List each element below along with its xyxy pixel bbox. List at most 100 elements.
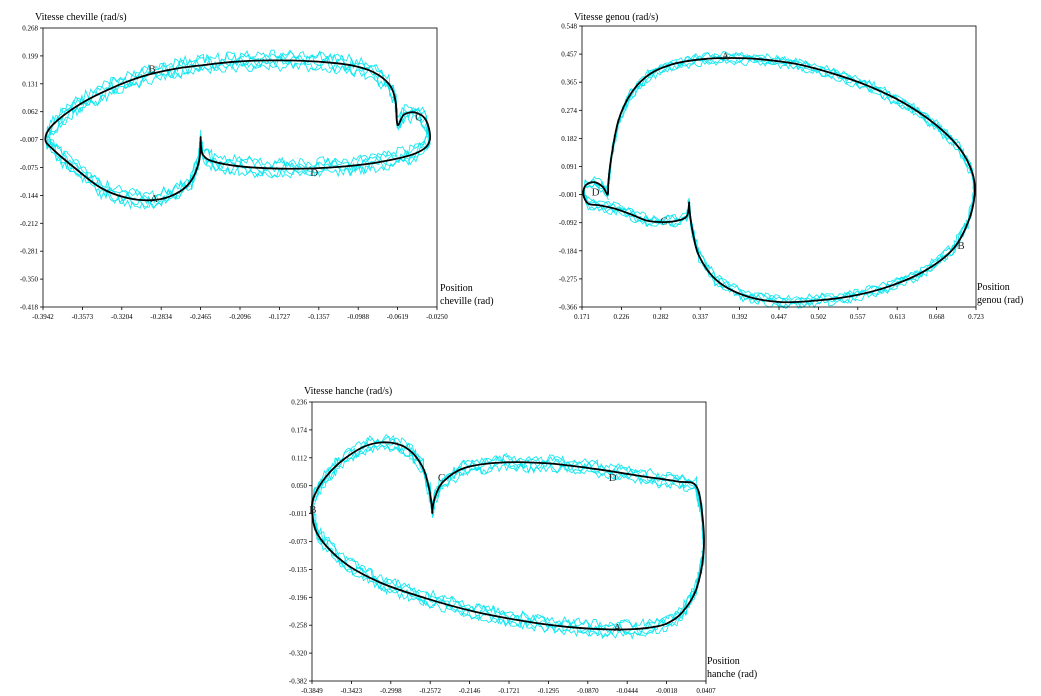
y-tick-label: 0.050 — [291, 482, 307, 490]
y-tick-label: -0.258 — [289, 622, 308, 630]
mean-curve — [310, 441, 705, 631]
phase-label-b: B — [309, 504, 316, 516]
y-axis-label: Vitesse genou (rad/s) — [574, 12, 658, 23]
phase-label-d: D — [310, 167, 318, 179]
y-tick-label: -0.366 — [559, 304, 578, 312]
x-tick-label: -0.3423 — [341, 687, 363, 695]
y-tick-label: 0.236 — [291, 399, 307, 407]
y-tick-label: -0.212 — [20, 220, 39, 228]
x-tick-label: -0.3204 — [111, 313, 133, 321]
x-tick-label: -0.3849 — [301, 687, 323, 695]
y-tick-label: -0.418 — [20, 304, 39, 312]
x-tick-label: -0.0619 — [387, 313, 409, 321]
y-tick-label: -0.144 — [20, 192, 39, 200]
phase-label-d: D — [609, 472, 617, 484]
trial-curve — [45, 51, 431, 210]
x-tick-label: -0.1357 — [308, 313, 330, 321]
x-axis-label-line2: hanche (rad) — [707, 669, 757, 680]
x-axis-label-line1: Position — [707, 656, 740, 667]
y-tick-label: -0.196 — [289, 594, 308, 602]
trial-curve — [583, 51, 976, 309]
x-tick-label: 0.723 — [968, 313, 984, 321]
x-tick-label: -0.2834 — [150, 313, 172, 321]
trial-curve — [45, 49, 431, 209]
x-tick-label: 0.557 — [850, 313, 866, 321]
x-tick-label: -0.3942 — [32, 313, 54, 321]
y-tick-label: -0.184 — [559, 247, 578, 255]
x-tick-label: 0.668 — [929, 313, 945, 321]
phase-label-a: A — [150, 193, 158, 205]
y-axis-label: Vitesse cheville (rad/s) — [35, 12, 127, 23]
trial-curve — [583, 50, 976, 309]
phase-label-b: B — [957, 240, 964, 252]
y-tick-label: 0.268 — [22, 25, 38, 33]
y-tick-label: 0.062 — [22, 108, 38, 116]
phase-label-a: A — [613, 622, 621, 634]
x-tick-label: -0.2998 — [380, 687, 402, 695]
phase-label-b: B — [148, 64, 155, 76]
x-axis-label-line2: genou (rad) — [977, 295, 1023, 306]
y-tick-label: 0.182 — [561, 135, 577, 143]
y-tick-label: -0.281 — [20, 248, 39, 256]
trial-curve — [310, 435, 705, 638]
x-tick-label: -0.0444 — [616, 687, 638, 695]
y-tick-label: -0.320 — [289, 650, 308, 658]
y-tick-label: 0.174 — [291, 426, 307, 434]
trial-curves — [581, 50, 976, 310]
x-axis-label-line1: Position — [440, 283, 473, 294]
y-tick-label: 0.112 — [292, 454, 308, 462]
x-tick-label: 0.282 — [653, 313, 669, 321]
x-tick-label: 0.502 — [811, 313, 827, 321]
y-tick-label: 0.457 — [561, 51, 577, 59]
y-tick-label: -0.275 — [559, 275, 578, 283]
x-tick-label: -0.2146 — [459, 687, 481, 695]
x-tick-label: -0.0018 — [656, 687, 678, 695]
trial-curve — [583, 52, 976, 309]
x-tick-label: -0.0870 — [577, 687, 599, 695]
y-tick-label: 0.091 — [561, 163, 577, 171]
y-tick-label: -0.075 — [20, 164, 39, 172]
chart-genou: 0.171 0.226 0.282 0.337 0.392 0.447 0.502 0.557… — [559, 12, 1023, 321]
y-tick-label: -0.073 — [289, 538, 308, 546]
chart-hanche: -0.3849 -0.3423 -0.2998 -0.2572 -0.2146 -0.17… — [289, 386, 757, 695]
x-tick-label: 0.171 — [574, 313, 590, 321]
trial-curve — [311, 437, 705, 640]
mean-curve — [582, 57, 976, 304]
y-tick-label: -0.011 — [289, 510, 307, 518]
y-tick-label: -0.350 — [20, 276, 39, 284]
y-tick-label: 0.548 — [561, 23, 577, 31]
x-tick-label: -0.2096 — [229, 313, 251, 321]
x-tick-label: -0.1727 — [269, 313, 291, 321]
y-tick-label: 0.274 — [561, 107, 577, 115]
chart-cheville: -0.3942 -0.3573 -0.3204 -0.2834 -0.2465 -0.20… — [20, 12, 494, 321]
y-tick-label: 0.131 — [22, 80, 38, 88]
trial-curve — [311, 434, 705, 640]
phase-label-a: A — [721, 51, 729, 63]
phase-label-d: D — [592, 186, 600, 198]
trial-curve — [581, 52, 976, 310]
x-tick-label: -0.3573 — [72, 313, 94, 321]
x-tick-label: 0.613 — [889, 313, 905, 321]
x-axis-label-line2: cheville (rad) — [440, 296, 494, 307]
x-tick-label: -0.2465 — [190, 313, 212, 321]
x-tick-label: 0.447 — [771, 313, 787, 321]
y-tick-label: -0.092 — [559, 219, 578, 227]
x-tick-label: -0.1721 — [498, 687, 520, 695]
x-tick-label: 0.337 — [692, 313, 708, 321]
y-tick-label: 0.365 — [561, 79, 577, 87]
trial-curve — [45, 49, 431, 208]
x-tick-label: 0.392 — [732, 313, 748, 321]
plot-frame — [581, 25, 977, 308]
x-tick-label: -0.2572 — [419, 687, 441, 695]
x-tick-label: -0.0988 — [347, 313, 369, 321]
x-tick-label: 0.0407 — [696, 687, 716, 695]
trial-curve — [582, 52, 975, 309]
trial-curve — [44, 51, 431, 210]
x-tick-label: -0.0250 — [426, 313, 448, 321]
x-tick-label: -0.1295 — [538, 687, 560, 695]
x-tick-label: 0.226 — [614, 313, 630, 321]
y-axis-label: Vitesse hanche (rad/s) — [304, 386, 392, 397]
trial-curves — [310, 434, 705, 640]
x-axis-label-line1: Position — [977, 282, 1010, 293]
